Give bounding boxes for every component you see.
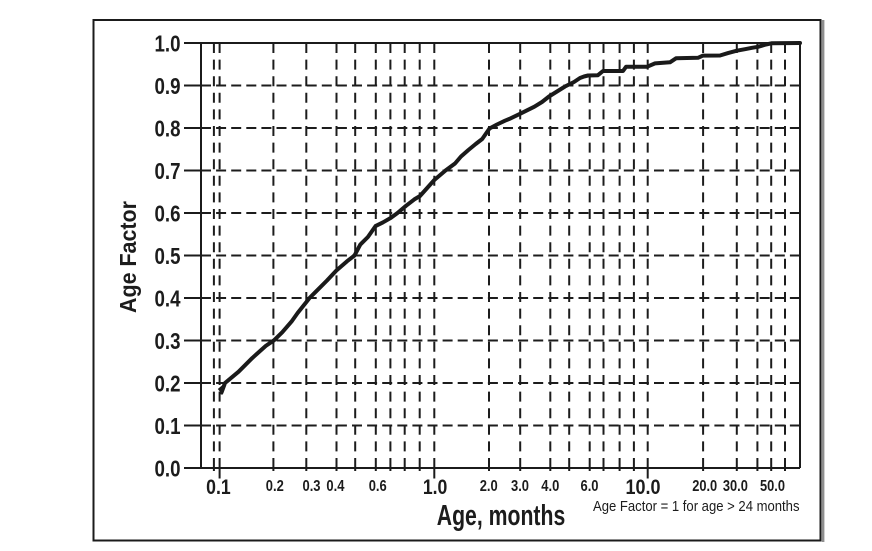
svg-text:2.0: 2.0 — [480, 478, 498, 495]
svg-text:0.2: 0.2 — [155, 370, 181, 396]
svg-text:3.0: 3.0 — [511, 478, 529, 495]
svg-text:0.0: 0.0 — [155, 455, 181, 481]
svg-text:0.5: 0.5 — [155, 243, 181, 269]
svg-text:0.6: 0.6 — [155, 200, 181, 226]
svg-text:0.3: 0.3 — [303, 478, 321, 495]
svg-text:20.0: 20.0 — [692, 478, 717, 495]
svg-text:0.7: 0.7 — [155, 158, 181, 184]
svg-text:0.6: 0.6 — [369, 478, 387, 495]
svg-text:1.0: 1.0 — [423, 475, 448, 499]
svg-text:50.0: 50.0 — [760, 478, 785, 495]
svg-text:10.0: 10.0 — [626, 475, 661, 499]
svg-text:4.0: 4.0 — [541, 478, 559, 495]
svg-text:0.2: 0.2 — [266, 478, 284, 495]
svg-text:0.1: 0.1 — [155, 413, 181, 439]
svg-text:Age Factor: Age Factor — [115, 201, 141, 313]
svg-text:0.8: 0.8 — [155, 115, 181, 141]
svg-text:0.4: 0.4 — [155, 285, 181, 311]
svg-text:30.0: 30.0 — [723, 478, 748, 495]
svg-text:0.9: 0.9 — [155, 73, 181, 99]
svg-text:0.1: 0.1 — [206, 475, 231, 499]
svg-text:Age Factor = 1 for age > 24 mo: Age Factor = 1 for age > 24 months — [593, 498, 800, 515]
svg-text:0.3: 0.3 — [155, 328, 181, 354]
svg-text:0.4: 0.4 — [326, 478, 344, 495]
svg-text:6.0: 6.0 — [581, 478, 599, 495]
svg-text:1.0: 1.0 — [155, 30, 181, 56]
svg-text:Age, months: Age, months — [437, 500, 566, 532]
